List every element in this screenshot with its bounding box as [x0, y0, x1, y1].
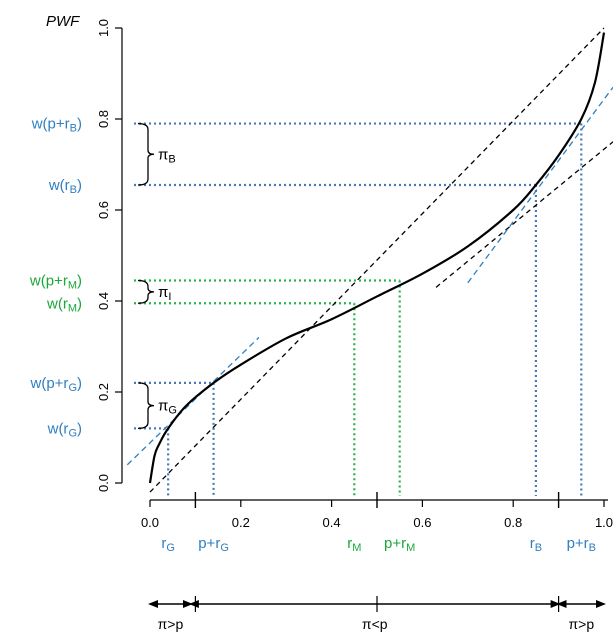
- region-label: π>p: [158, 616, 184, 632]
- blue-tangent-line: [467, 86, 613, 284]
- x-tick-label: 0.0: [141, 515, 159, 530]
- brace: [137, 122, 155, 186]
- x-tick-label: 0.6: [413, 515, 431, 530]
- x-tick-label: 0.8: [504, 515, 522, 530]
- region-label: π>p: [568, 616, 594, 632]
- brace: [137, 279, 155, 304]
- x-marker-label: rM: [347, 535, 361, 554]
- y-tick-label: 0.4: [96, 292, 111, 310]
- blue-tangent-line: [126, 336, 260, 466]
- y-marker-label: w(p+rG): [30, 375, 83, 394]
- labels: w(rG) w(p+rG) w(rM) w(p+rM) w(rB) w(p+rB) rG p+…: [29, 116, 596, 554]
- bracket-label: πI: [158, 284, 171, 303]
- x-tick-label: 0.2: [232, 515, 250, 530]
- curve-layer: [148, 32, 606, 484]
- y-axis-title: PWF: [46, 13, 80, 30]
- y-marker-label: w(p+rM): [29, 273, 82, 292]
- reference-lines: [126, 27, 613, 493]
- guide-lines: [134, 122, 583, 496]
- y-tick-label: 0.2: [96, 383, 111, 401]
- x-marker-label: p+rB: [567, 535, 596, 554]
- x-marker-label: p+rM: [384, 535, 415, 554]
- axes: 0.0 0.2 0.4 0.6 0.8 1.0 0.0 0.2 0.4 0.6 0.8 1.0 PWF: [46, 13, 613, 530]
- y-tick-label: 0.6: [96, 201, 111, 219]
- y-tick-label: 1.0: [96, 19, 111, 37]
- brackets: πG πI πB: [137, 122, 177, 430]
- y-marker-label: w(p+rB): [31, 116, 82, 135]
- y-tick-label: 0.0: [96, 474, 111, 492]
- weighting-curve: [148, 32, 606, 484]
- x-marker-label: rG: [161, 535, 175, 554]
- bracket-label: πB: [158, 146, 176, 165]
- x-tick-label: 0.4: [323, 515, 341, 530]
- y-marker-label: w(rB): [48, 177, 82, 196]
- region-arrows: π>p π<p π>p: [148, 596, 606, 632]
- region-label: π<p: [362, 616, 388, 632]
- brace: [137, 382, 155, 430]
- bracket-label: πG: [158, 398, 177, 417]
- x-tick-label: 1.0: [595, 515, 613, 530]
- x-marker-label: rB: [530, 535, 542, 554]
- black-dashed-line: [149, 27, 605, 493]
- y-marker-label: w(rM): [46, 295, 82, 314]
- y-tick-label: 0.8: [96, 110, 111, 128]
- y-marker-label: w(rG): [47, 420, 82, 439]
- black-dashed-line: [435, 141, 613, 288]
- x-marker-label: p+rG: [198, 535, 229, 554]
